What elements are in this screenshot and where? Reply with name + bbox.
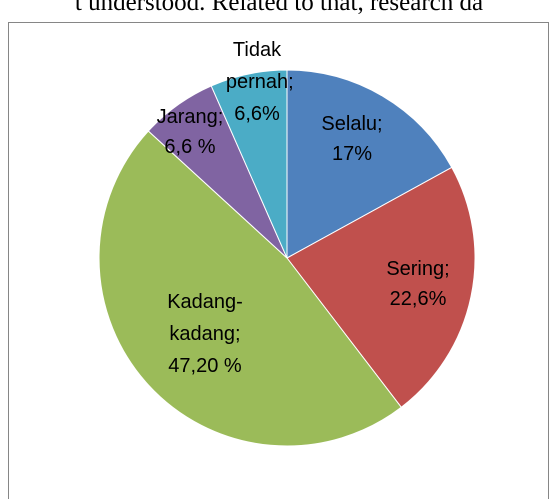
category-label: Selalu;: [321, 113, 382, 135]
value-label: 6,6 %: [164, 136, 215, 158]
value-label: 17%: [332, 143, 372, 165]
document-text: t understood. Related to that, research …: [75, 0, 483, 16]
labels: Selalu; 17% Sering; 22,6% Kadang-kadang; 47,2…: [157, 39, 450, 377]
pie-slice: [210, 69, 288, 259]
value-label: 22,6%: [390, 288, 447, 310]
pie-slice: [286, 69, 453, 259]
category-label-line: Tidak: [233, 39, 282, 61]
category-label: Sering;: [386, 258, 449, 280]
category-label-line: Sering;: [386, 258, 449, 280]
value-label: 6,6%: [234, 103, 280, 125]
category-label-line: Selalu;: [321, 113, 382, 135]
category-label-line: kadang;: [169, 323, 240, 345]
category-label: Jarang;: [157, 106, 224, 128]
pie-slice: [286, 166, 476, 408]
pie-slice: [98, 130, 402, 447]
category-label-line: Kadang-: [167, 291, 243, 313]
value-label: 47,20 %: [168, 355, 242, 377]
category-label-line: pernah;: [220, 71, 293, 93]
category-label-line: Jarang;: [157, 106, 224, 128]
category-label: Kadang-kadang;: [167, 291, 243, 345]
pie: [98, 69, 476, 447]
category-label: Tidak pernah;: [220, 39, 293, 93]
